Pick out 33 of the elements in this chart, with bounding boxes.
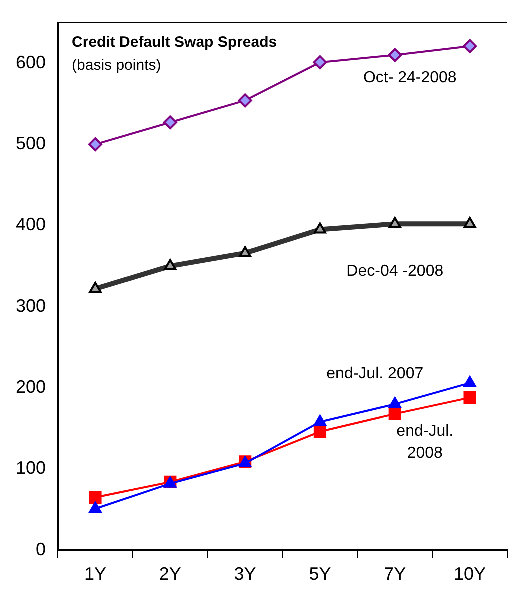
point [313, 56, 328, 70]
x-tick-label: 3Y [234, 564, 256, 584]
point [388, 408, 402, 420]
text: (basis points) [72, 56, 162, 74]
text: Credit Default Swap Spreads [72, 34, 278, 51]
y-tick-label: 400 [16, 214, 46, 235]
y-tick-label: 0 [36, 539, 46, 560]
x-tick-label: 1Y [84, 564, 107, 584]
point [238, 94, 252, 108]
point [89, 491, 102, 504]
x-tick-label: 7Y [384, 564, 406, 584]
y-tick-label: 600 [16, 52, 46, 72]
text: Dec-04 -2008 [346, 263, 444, 280]
point [314, 415, 326, 426]
x-tick-label: 5Y [309, 564, 332, 584]
point [388, 397, 402, 408]
y-tick-label: 300 [16, 296, 46, 316]
x-tick-label: 2Y [159, 564, 182, 584]
point [464, 392, 476, 404]
point [463, 39, 478, 54]
point [89, 502, 102, 514]
series-label: end-Jul. 2007 [326, 365, 424, 382]
point [88, 138, 102, 152]
y-tick-label: 500 [16, 134, 46, 154]
point [163, 116, 178, 130]
y-tick-label: 200 [16, 377, 46, 398]
series-label: Oct- 24-2008 [363, 69, 457, 86]
x-tick-label: 10Y [454, 564, 486, 584]
point [388, 48, 402, 62]
point [464, 376, 476, 388]
y-tick-label: 100 [16, 458, 46, 478]
series-label: end-Jul. 2008 [396, 423, 454, 462]
point [314, 426, 327, 438]
